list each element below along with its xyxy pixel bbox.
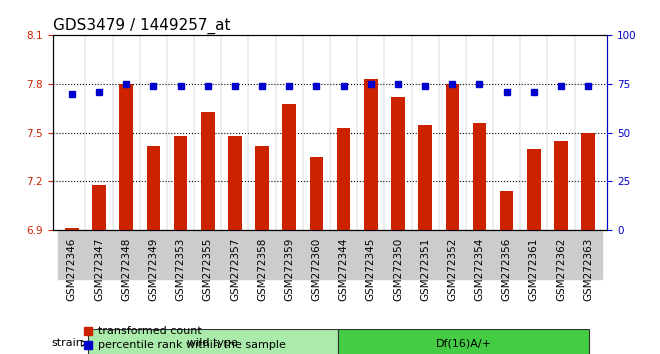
FancyBboxPatch shape [339, 329, 589, 354]
Bar [276, 230, 303, 279]
Bar [147, 146, 160, 230]
Bar [364, 79, 378, 230]
Bar [248, 230, 276, 279]
Bar [58, 230, 85, 279]
Bar [384, 230, 412, 279]
Bar [418, 125, 432, 230]
Text: Df(16)A/+: Df(16)A/+ [436, 338, 492, 348]
Bar [581, 133, 595, 230]
Bar [303, 230, 330, 279]
Bar [221, 230, 248, 279]
Bar [439, 230, 466, 279]
Bar [92, 185, 106, 230]
Bar [527, 149, 541, 230]
Bar [65, 228, 79, 230]
Bar [520, 230, 547, 279]
Bar [140, 230, 167, 279]
Bar [330, 230, 357, 279]
Bar [466, 230, 493, 279]
Bar [473, 123, 486, 230]
FancyBboxPatch shape [88, 329, 339, 354]
Bar [201, 112, 214, 230]
Bar [194, 230, 221, 279]
Text: transformed count: transformed count [98, 326, 201, 336]
Bar [575, 230, 602, 279]
Bar [85, 230, 113, 279]
Text: strain: strain [52, 338, 84, 348]
Text: wild type: wild type [187, 338, 238, 348]
Text: percentile rank within the sample: percentile rank within the sample [98, 340, 286, 350]
Bar [337, 128, 350, 230]
Bar [310, 157, 323, 230]
Bar [174, 136, 187, 230]
Bar [113, 230, 140, 279]
Bar [493, 230, 520, 279]
Bar [554, 141, 568, 230]
Bar [547, 230, 575, 279]
Bar [357, 230, 384, 279]
Text: GDS3479 / 1449257_at: GDS3479 / 1449257_at [53, 18, 230, 34]
Bar [446, 84, 459, 230]
Bar [412, 230, 439, 279]
Bar [228, 136, 242, 230]
Bar [282, 104, 296, 230]
Bar [119, 84, 133, 230]
Bar [500, 191, 513, 230]
Bar [391, 97, 405, 230]
Bar [167, 230, 194, 279]
Bar [255, 146, 269, 230]
